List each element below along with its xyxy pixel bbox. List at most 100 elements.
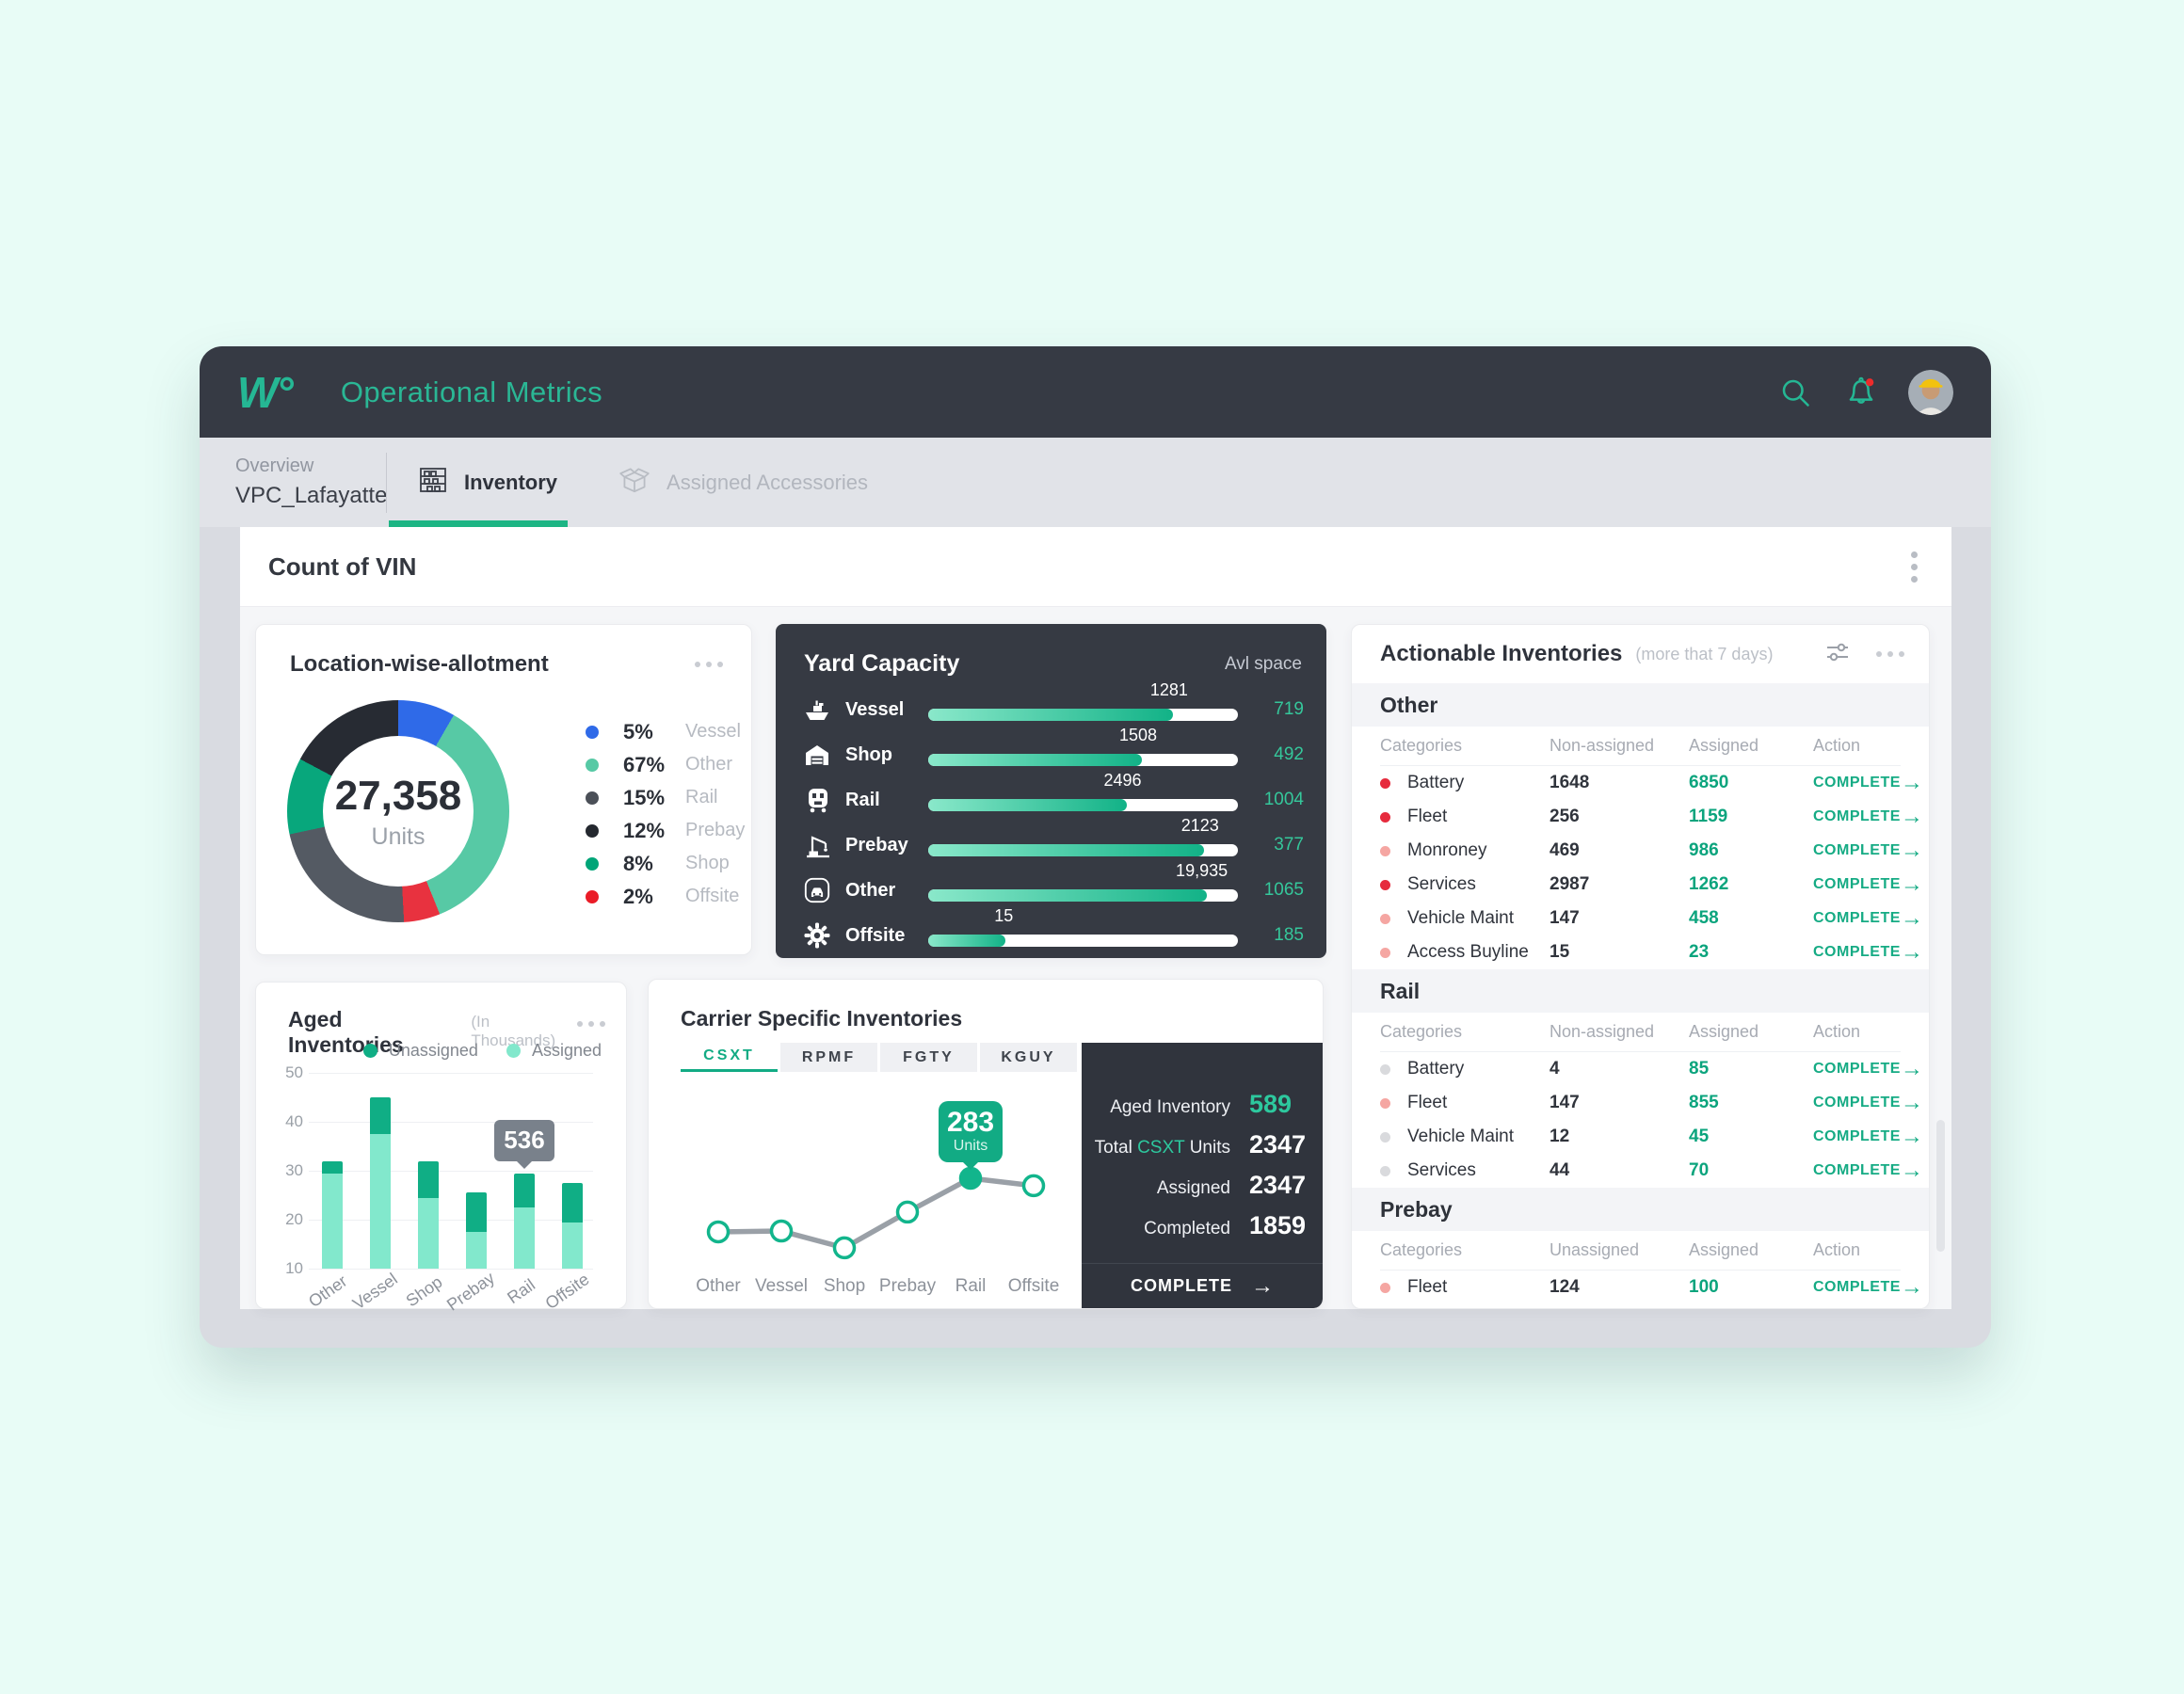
section-header: Count of VIN bbox=[240, 527, 1951, 607]
app-title: Operational Metrics bbox=[340, 375, 603, 408]
complete-button[interactable]: COMPLETE bbox=[1813, 876, 1901, 892]
complete-button[interactable]: COMPLETE bbox=[1813, 944, 1901, 960]
car-icon bbox=[802, 875, 832, 905]
complete-button[interactable]: COMPLETE bbox=[1813, 842, 1901, 858]
complete-button[interactable]: COMPLETE bbox=[1813, 1162, 1901, 1178]
complete-button[interactable]: COMPLETE bbox=[1813, 910, 1901, 926]
tab-inventory-label: Inventory bbox=[464, 470, 558, 494]
carrier-tab-rpmf[interactable]: RPMF bbox=[780, 1043, 877, 1072]
allotment-donut-chart: 27,358 Units bbox=[287, 700, 509, 922]
yard-progress-shop: 1508 bbox=[928, 726, 1238, 766]
status-dot bbox=[1380, 947, 1390, 958]
legend-item: 15% Rail bbox=[586, 781, 745, 814]
table-row: Vehicle Maint 12 45 COMPLETE → bbox=[1380, 1120, 1923, 1154]
status-dot bbox=[1380, 811, 1390, 823]
legend-ring-icon bbox=[586, 791, 599, 805]
train-icon bbox=[802, 785, 832, 815]
complete-button[interactable]: COMPLETE bbox=[1813, 1279, 1901, 1295]
status-dot bbox=[1380, 845, 1390, 856]
nav-bar: Overview VPC_Lafayatte Inventory bbox=[200, 438, 1991, 527]
arrow-right-icon[interactable]: → bbox=[1900, 939, 1923, 965]
yard-row-vessel: Vessel 1281 719 bbox=[776, 680, 1326, 732]
notifications-bell-icon[interactable] bbox=[1842, 374, 1880, 411]
table-header: Categories Non-assigned Assigned Action bbox=[1380, 727, 1901, 766]
top-bar: W° Operational Metrics bbox=[200, 346, 1991, 438]
yard-progress-offsite: 15 bbox=[928, 906, 1238, 947]
search-icon[interactable] bbox=[1776, 374, 1814, 411]
legend-ring-icon bbox=[586, 889, 599, 903]
actionable-inventories-card: Actionable Inventories (more that 7 days… bbox=[1351, 624, 1930, 1309]
section-menu-icon[interactable] bbox=[1905, 546, 1923, 588]
inventory-rack-icon bbox=[417, 464, 449, 501]
donut-center: 27,358 Units bbox=[323, 736, 474, 887]
arrow-right-icon[interactable]: → bbox=[1900, 905, 1923, 931]
status-dot bbox=[1380, 1131, 1390, 1143]
arrow-right-icon[interactable]: → bbox=[1900, 1090, 1923, 1115]
yard-progress-other: 19,935 bbox=[928, 861, 1238, 902]
tab-assigned-accessories[interactable]: Assigned Accessories bbox=[587, 438, 898, 527]
aged-bar-offsite bbox=[562, 1183, 583, 1269]
table-row: Access Buyline 15 23 COMPLETE → bbox=[1380, 935, 1923, 969]
legend-item: 2% Offsite bbox=[586, 880, 745, 913]
allotment-menu-icon[interactable] bbox=[695, 656, 723, 673]
carrier-card: Carrier Specific Inventories CSXT RPMF F… bbox=[648, 979, 1324, 1309]
aged-title: Aged Inventories bbox=[288, 1007, 404, 1057]
yard-row-other: Other 19,935 1065 bbox=[776, 861, 1326, 913]
arrow-right-icon[interactable]: → bbox=[1900, 838, 1923, 863]
legend-ring-icon bbox=[586, 758, 599, 772]
carrier-tab-kguy[interactable]: KGUY bbox=[980, 1043, 1077, 1072]
aged-bar-shop bbox=[418, 1160, 439, 1269]
section-band-other: Other bbox=[1352, 683, 1929, 727]
yard-row-prebay: Prebay 2123 377 bbox=[776, 816, 1326, 868]
stat-aged-inventory: Aged Inventory 589 bbox=[1110, 1090, 1293, 1118]
complete-button[interactable]: COMPLETE bbox=[1813, 808, 1901, 824]
garage-icon bbox=[802, 740, 832, 770]
aged-bar-other bbox=[322, 1160, 343, 1269]
nav-divider bbox=[386, 452, 387, 513]
donut-total-unit: Units bbox=[371, 823, 426, 850]
allotment-title: Location-wise-allotment bbox=[290, 651, 549, 677]
carrier-tooltip: 283 Units bbox=[939, 1101, 1003, 1162]
status-dot bbox=[1380, 1165, 1390, 1176]
complete-button[interactable]: COMPLETE bbox=[1813, 1095, 1901, 1111]
legend-item-unassigned: Unassigned bbox=[362, 1041, 478, 1061]
arrow-right-icon[interactable]: → bbox=[1900, 770, 1923, 795]
table-row: Fleet 256 1159 COMPLETE → bbox=[1380, 800, 1923, 834]
app-window: W° Operational Metrics bbox=[200, 346, 1991, 1348]
status-dot bbox=[1380, 777, 1390, 789]
arrow-right-icon[interactable]: → bbox=[1900, 804, 1923, 829]
user-avatar[interactable] bbox=[1908, 369, 1953, 415]
active-tab-underline bbox=[389, 520, 568, 527]
arrow-right-icon[interactable]: → bbox=[1900, 871, 1923, 897]
arrow-right-icon[interactable]: → bbox=[1900, 1158, 1923, 1183]
aged-tooltip: 536 bbox=[494, 1119, 554, 1161]
carrier-tab-csxt[interactable]: CSXT bbox=[681, 1043, 778, 1072]
aged-menu-icon[interactable] bbox=[577, 1015, 605, 1032]
complete-button[interactable]: COMPLETE bbox=[1813, 1128, 1901, 1144]
table-row: Vehicle Maint 147 458 COMPLETE → bbox=[1380, 902, 1923, 935]
open-box-icon bbox=[618, 463, 651, 502]
panel-scrollbar[interactable] bbox=[1936, 1120, 1945, 1252]
arrow-right-icon[interactable]: → bbox=[1900, 1274, 1923, 1300]
breadcrumb[interactable]: Overview VPC_Lafayatte bbox=[200, 455, 387, 509]
legend-item-assigned: Assigned bbox=[506, 1041, 602, 1061]
carrier-stats-panel: Aged Inventory 589 Total CSXT Units 2347… bbox=[1082, 1043, 1323, 1308]
complete-button[interactable]: COMPLETE bbox=[1813, 1061, 1901, 1077]
panel-divider bbox=[1082, 1263, 1323, 1264]
carrier-complete-button[interactable]: COMPLETE → bbox=[1130, 1272, 1274, 1299]
legend-ring-icon bbox=[586, 823, 599, 838]
table-row: Monroney 469 986 COMPLETE → bbox=[1380, 834, 1923, 868]
table-header: Categories Non-assigned Assigned Action bbox=[1380, 1013, 1901, 1052]
filter-sliders-icon[interactable] bbox=[1823, 638, 1852, 671]
carrier-tab-fgty[interactable]: FGTY bbox=[880, 1043, 977, 1072]
aged-bar-chart: 50 40 30 20 10 Other Vessel Shop Prebay Rail Offsi… bbox=[285, 1063, 593, 1315]
tab-inventory[interactable]: Inventory bbox=[387, 438, 587, 527]
legend-item: 5% Vessel bbox=[586, 715, 745, 748]
arrow-right-icon[interactable]: → bbox=[1900, 1056, 1923, 1081]
complete-button[interactable]: COMPLETE bbox=[1813, 775, 1901, 791]
arrow-right-icon[interactable]: → bbox=[1900, 1124, 1923, 1149]
actionable-menu-icon[interactable] bbox=[1876, 646, 1904, 663]
yard-avl-space-label: Avl space bbox=[1224, 653, 1302, 674]
gear-icon bbox=[802, 920, 832, 951]
table-header: Categories Unassigned Assigned Action bbox=[1380, 1231, 1901, 1270]
